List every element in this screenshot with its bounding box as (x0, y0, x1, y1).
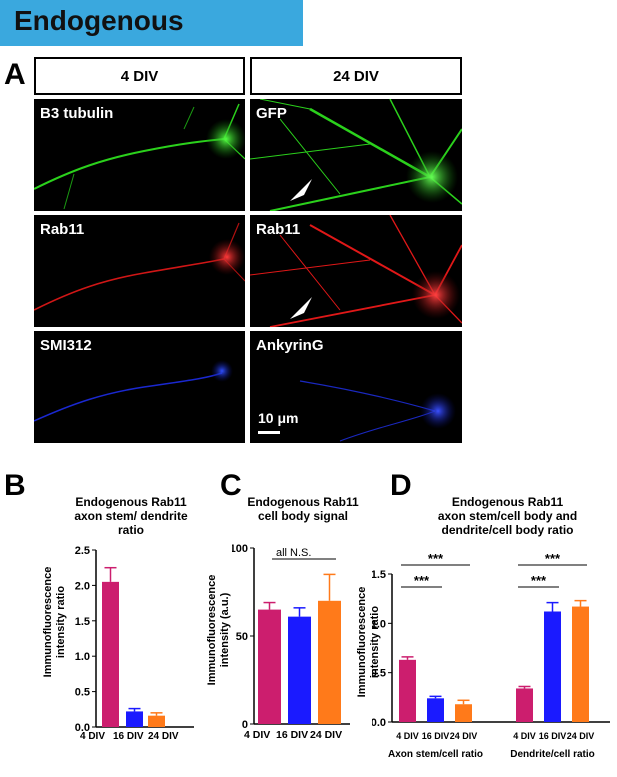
chart-c-x-tick-label: 24 DIV (310, 729, 342, 741)
micrograph-rab11-4div: Rab11 (34, 215, 245, 327)
neuron-green-24div (250, 99, 462, 211)
chart-d-x-tick-label: 4 DIV (396, 731, 419, 741)
panel-c-ylabel: Immunofluorescence intensity (a.u.) (206, 574, 231, 686)
chart-d-x-tick-label: 16 DIV (539, 731, 567, 741)
arrowhead-icon (290, 297, 312, 319)
chart-d-significance-label: *** (545, 551, 561, 566)
panel-b-title: Endogenous Rab11 axon stem/ dendrite rat… (74, 495, 188, 537)
chart-c-x-tick-label: 16 DIV (276, 729, 308, 741)
panel-b-ylabel: Immunofluorescence intensity ratio (42, 566, 67, 678)
chart-d-bar (399, 659, 416, 722)
chart-c-bar (288, 616, 311, 724)
neuron-blue-4div (34, 360, 233, 422)
chart-d-y-tick-label: 0.0 (372, 717, 386, 729)
stain-label-gfp: GFP (256, 105, 287, 122)
chart-d-significance-label: *** (531, 573, 547, 588)
chart-c-x-tick-label: 4 DIV (244, 729, 270, 741)
chart-b-y-tick-label: 0.0 (75, 722, 90, 734)
scale-bar (258, 431, 280, 434)
neuron-red-24div (250, 215, 462, 327)
micrograph-b3-tubulin-4div: B3 tubulin (34, 99, 245, 211)
neuron-green-4div (34, 103, 245, 210)
chart-c-bar (318, 600, 341, 724)
chart-b-x-tick-label: 16 DIV (113, 731, 144, 740)
chart-d-significance-label: *** (414, 573, 430, 588)
chart-c-annotation: all N.S. (276, 547, 311, 559)
panel-b-label: B (4, 469, 26, 502)
panel-a-label: A (4, 58, 26, 91)
micrograph-smi312-4div: SMI312 (34, 331, 245, 443)
chart-b-bar (126, 711, 143, 727)
chart-d-x-tick-label: 24 DIV (450, 731, 478, 741)
chart-b: 0.0 0.5 1.0 1.5 2.0 2.5 4 DIV 16 DIV 24 DIV (75, 545, 194, 740)
chart-d-bar (427, 698, 444, 722)
chart-b-y-tick-label: 2.5 (75, 545, 90, 557)
column-header-4div: 4 DIV (34, 57, 245, 95)
chart-d-bar (455, 704, 472, 722)
chart-c-bar (258, 609, 281, 724)
chart-d-x-tick-label: 24 DIV (567, 731, 595, 741)
panel-c-label: C (220, 469, 242, 502)
chart-d-significance-label: *** (428, 551, 444, 566)
chart-c-y-tick-label: 100 (232, 543, 248, 555)
chart-d-group-label: Axon stem/cell ratio (388, 749, 483, 760)
chart-b-y-tick-label: 1.0 (75, 651, 90, 663)
chart-c-y-tick-label: 50 (236, 631, 248, 643)
figure-title: Endogenous (14, 5, 184, 36)
chart-c: 0 50 100 4 DIV 16 DIV 24 DIV all N.S. (232, 543, 350, 741)
chart-b-y-tick-label: 2.0 (75, 580, 90, 592)
stain-label-rab11-4div: Rab11 (40, 221, 85, 238)
chart-b-bar (148, 715, 165, 727)
panel-d-title: Endogenous Rab11 axon stem/cell body and… (437, 495, 578, 537)
arrowhead-icon (290, 179, 312, 201)
scale-bar-label: 10 μm (258, 410, 299, 426)
chart-d: 0.00.51.01.54 DIV 16 DIV 24 DIV 4 DIV 16 DIV… (372, 551, 610, 760)
chart-d-y-tick-label: 1.5 (372, 569, 386, 581)
micrograph-ankyring-24div: AnkyrinG 10 μm (250, 331, 462, 443)
neuron-blue-24div (299, 380, 456, 442)
chart-d-y-tick-label: 1.0 (372, 618, 386, 630)
chart-b-x-tick-label: 24 DIV (148, 731, 179, 740)
micrograph-gfp-24div: GFP (250, 99, 462, 211)
chart-b-x-tick-label: 4 DIV (80, 731, 105, 740)
chart-b-y-tick-label: 1.5 (75, 616, 90, 628)
panel-d-label: D (390, 469, 412, 502)
chart-d-bar (572, 606, 589, 722)
chart-d-bar (544, 611, 561, 722)
column-header-24div: 24 DIV (250, 57, 462, 95)
neuron-red-4div (34, 222, 245, 311)
chart-b-bar (102, 581, 119, 727)
chart-d-x-tick-label: 4 DIV (513, 731, 536, 741)
chart-d-bar (516, 688, 533, 722)
stain-label-b3-tubulin: B3 tubulin (40, 105, 114, 122)
stain-label-ankyring: AnkyrinG (256, 337, 324, 354)
chart-d-x-tick-label: 16 DIV (422, 731, 450, 741)
panel-c-title: Endogenous Rab11 cell body signal (247, 495, 359, 523)
chart-b-y-tick-label: 0.5 (75, 687, 90, 699)
chart-c-y-tick-label: 0 (242, 719, 248, 731)
stain-label-rab11-24div: Rab11 (256, 221, 301, 238)
micrograph-rab11-24div: Rab11 (250, 215, 462, 327)
chart-d-group-label: Dendrite/cell ratio (510, 749, 594, 760)
title-banner: Endogenous (0, 0, 303, 46)
chart-d-y-tick-label: 0.5 (372, 668, 386, 680)
stain-label-smi312: SMI312 (40, 337, 92, 354)
